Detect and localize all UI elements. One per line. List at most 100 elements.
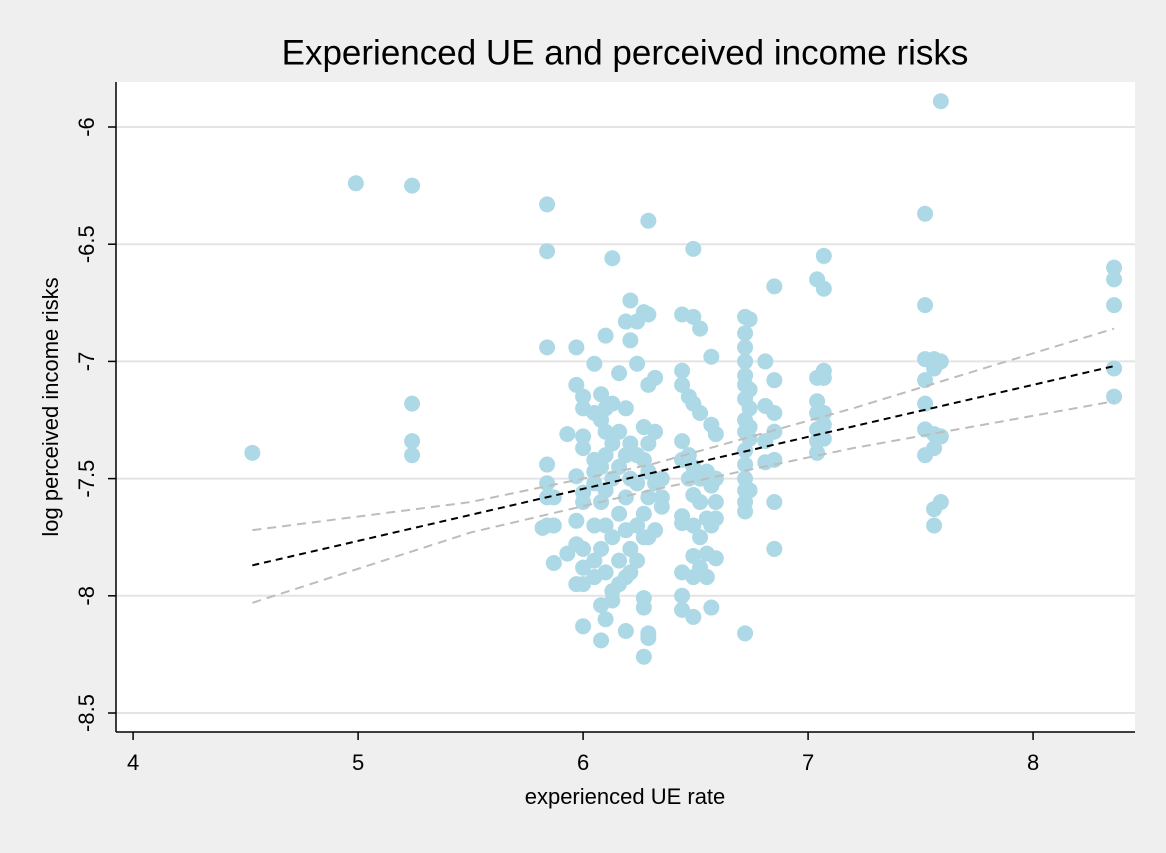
point (917, 395, 934, 412)
point (685, 308, 702, 325)
point (604, 529, 621, 546)
point (741, 482, 758, 499)
point (622, 332, 639, 349)
point (741, 430, 758, 447)
point (404, 177, 421, 194)
point (622, 564, 639, 581)
point (604, 250, 621, 267)
point (597, 611, 614, 628)
point (815, 280, 832, 297)
point (741, 419, 758, 436)
point (611, 365, 628, 382)
x-tick-label: 8 (1027, 750, 1039, 775)
y-axis-label: log perceived income risks (38, 277, 63, 536)
point (1106, 297, 1123, 314)
point (617, 400, 634, 417)
point (611, 552, 628, 569)
point (597, 327, 614, 344)
point (597, 447, 614, 464)
point (674, 376, 691, 393)
point (932, 494, 949, 511)
point (597, 423, 614, 440)
point (404, 433, 421, 450)
point (653, 470, 670, 487)
point (647, 423, 664, 440)
x-axis-label: experienced UE rate (525, 784, 726, 809)
point (622, 292, 639, 309)
point (586, 552, 603, 569)
point (404, 447, 421, 464)
point (809, 444, 826, 461)
point (559, 426, 576, 443)
y-tick-label: -6 (74, 117, 99, 137)
fit-line (252, 365, 1115, 567)
point (593, 632, 610, 649)
point (766, 494, 783, 511)
point (741, 400, 758, 417)
point (766, 540, 783, 557)
point (741, 311, 758, 328)
point (815, 369, 832, 386)
point (617, 489, 634, 506)
point (685, 240, 702, 257)
point (766, 278, 783, 295)
point (575, 618, 592, 635)
x-tick-label: 5 (352, 750, 364, 775)
point (539, 475, 556, 492)
point (737, 625, 754, 642)
point (347, 175, 364, 192)
y-tick-label: -7.5 (74, 460, 99, 498)
point (698, 569, 715, 586)
point (766, 372, 783, 389)
fit-line (252, 327, 1115, 532)
point (635, 648, 652, 665)
point (539, 339, 556, 356)
point (815, 430, 832, 447)
y-tick-label: -6.5 (74, 225, 99, 263)
point (604, 592, 621, 609)
point (815, 404, 832, 421)
point (640, 435, 657, 452)
point (593, 386, 610, 403)
chart-title: Experienced UE and perceived income risk… (282, 33, 969, 72)
point (737, 353, 754, 370)
point (766, 404, 783, 421)
x-tick-label: 4 (127, 750, 139, 775)
point (617, 313, 634, 330)
point (640, 212, 657, 229)
y-tick-label: -7 (74, 352, 99, 372)
point (586, 355, 603, 372)
point (617, 622, 634, 639)
point (568, 468, 585, 485)
point (622, 540, 639, 557)
point (757, 353, 774, 370)
point (568, 512, 585, 529)
point (545, 489, 562, 506)
point (568, 339, 585, 356)
point (674, 433, 691, 450)
point (703, 599, 720, 616)
point (586, 517, 603, 534)
point (1106, 271, 1123, 288)
point (1106, 388, 1123, 405)
point (539, 243, 556, 260)
point (766, 423, 783, 440)
point (674, 587, 691, 604)
point (539, 456, 556, 473)
point (685, 547, 702, 564)
x-tick-label: 7 (802, 750, 814, 775)
point (640, 489, 657, 506)
point (629, 517, 646, 534)
point (534, 519, 551, 536)
point (611, 505, 628, 522)
point (932, 353, 949, 370)
point (575, 388, 592, 405)
point (653, 498, 670, 515)
point (575, 428, 592, 445)
point (926, 517, 943, 534)
point (575, 440, 592, 457)
point (640, 630, 657, 647)
point (1106, 360, 1123, 377)
